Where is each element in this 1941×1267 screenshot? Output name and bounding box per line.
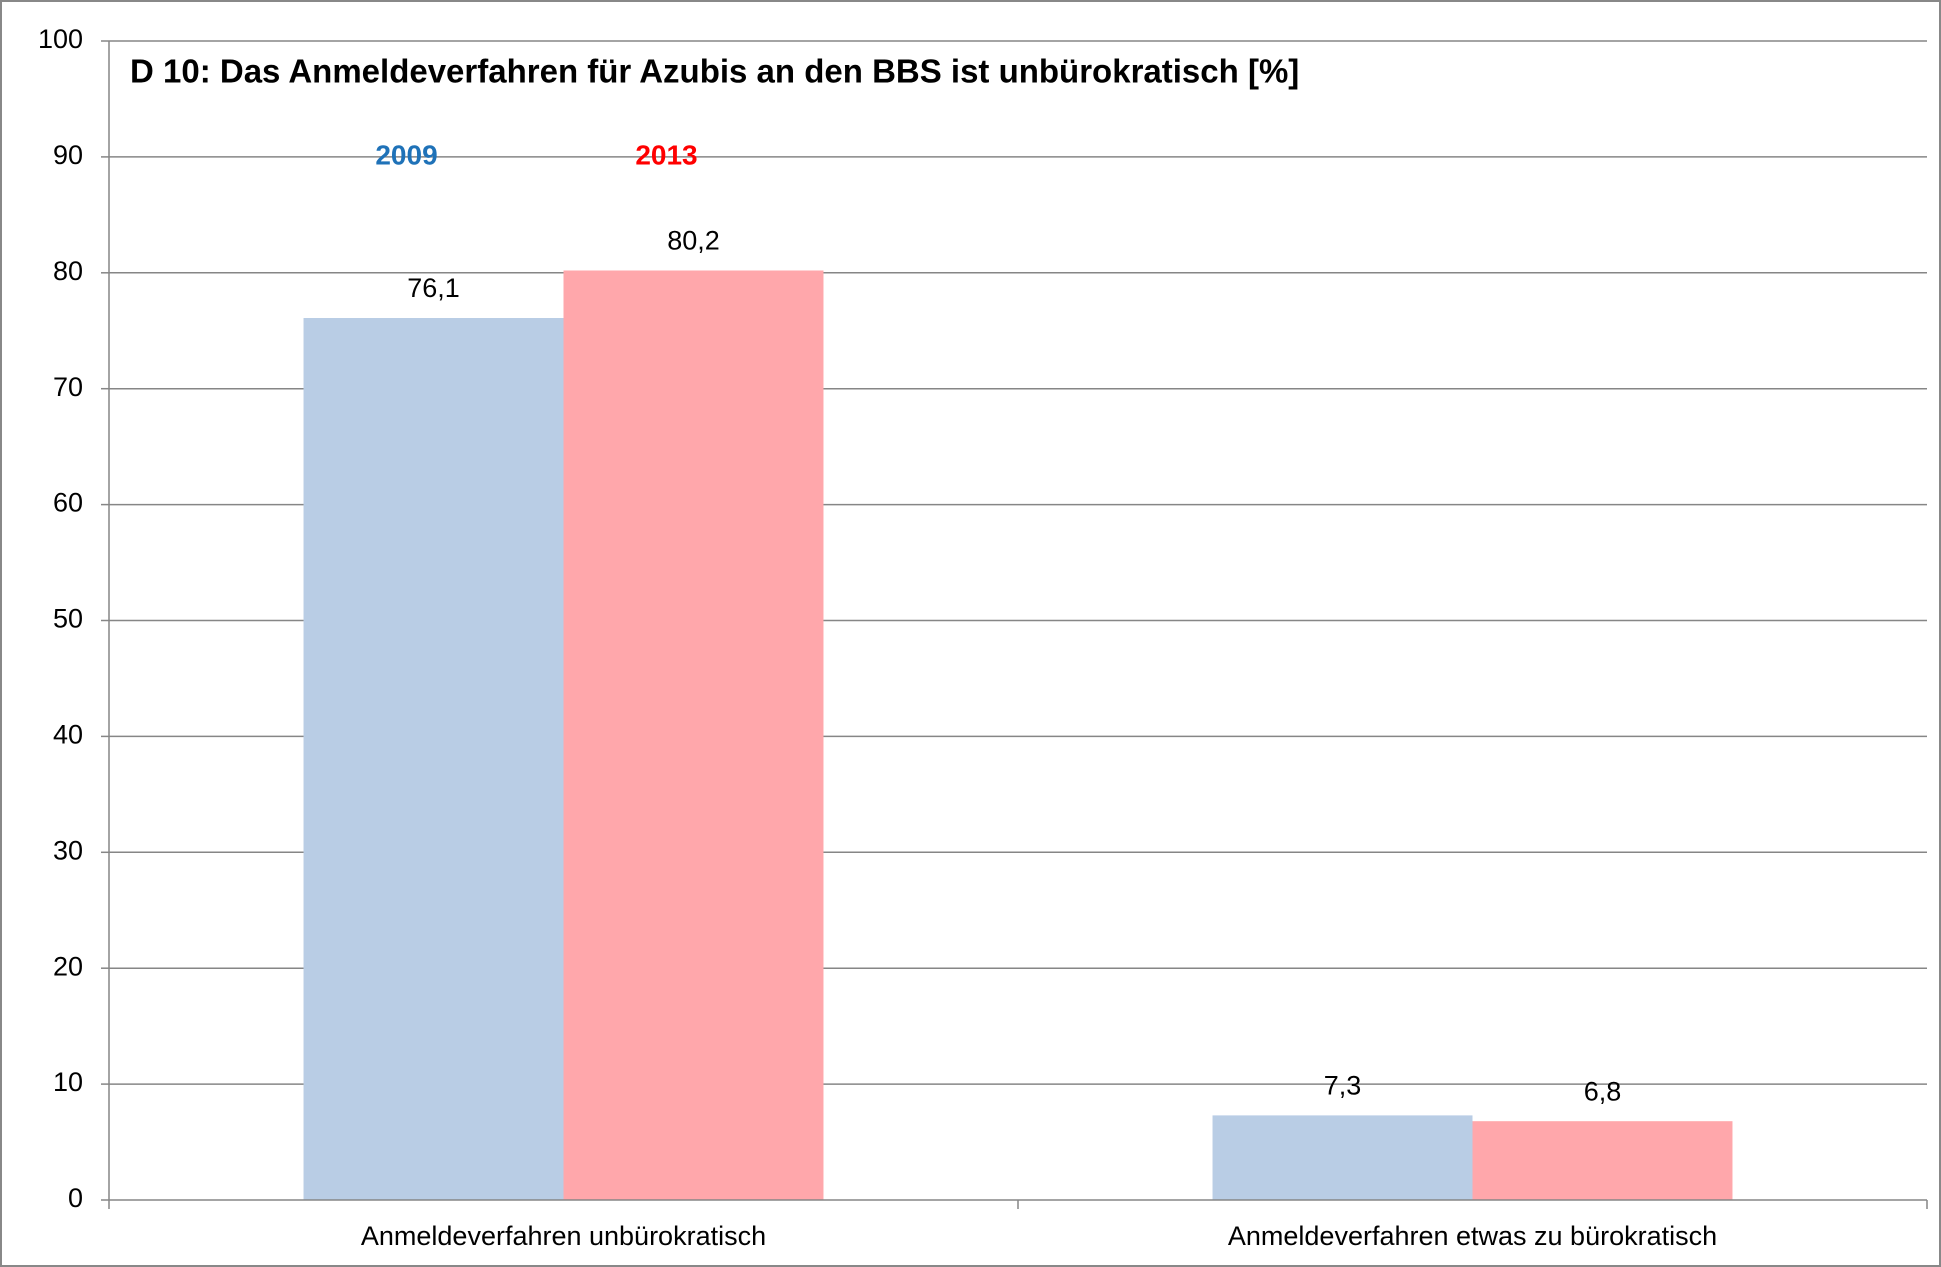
legend-label: 2009	[375, 139, 437, 170]
y-tick-label: 0	[68, 1183, 83, 1213]
y-tick-label: 20	[53, 951, 83, 981]
y-tick-label: 40	[53, 720, 83, 750]
chart-title: D 10: Das Anmeldeverfahren für Azubis an…	[130, 53, 1299, 90]
value-label: 6,8	[1584, 1076, 1622, 1106]
bar	[1472, 1121, 1733, 1200]
x-tick-label: Anmeldeverfahren unbürokratisch	[361, 1221, 766, 1251]
x-tick-label: Anmeldeverfahren etwas zu bürokratisch	[1228, 1221, 1717, 1251]
bar	[303, 318, 564, 1201]
bar	[1212, 1115, 1473, 1200]
value-label: 7,3	[1324, 1071, 1362, 1101]
value-label: 76,1	[407, 273, 460, 303]
value-label: 80,2	[667, 226, 720, 256]
y-tick-label: 50	[53, 604, 83, 634]
y-tick-label: 10	[53, 1067, 83, 1097]
legend-label: 2013	[635, 139, 697, 170]
y-tick-label: 70	[53, 372, 83, 402]
y-tick-label: 80	[53, 256, 83, 286]
y-tick-label: 100	[38, 24, 83, 54]
y-tick-label: 90	[53, 140, 83, 170]
y-tick-label: 60	[53, 488, 83, 518]
y-tick-label: 30	[53, 835, 83, 865]
bar	[563, 270, 824, 1200]
